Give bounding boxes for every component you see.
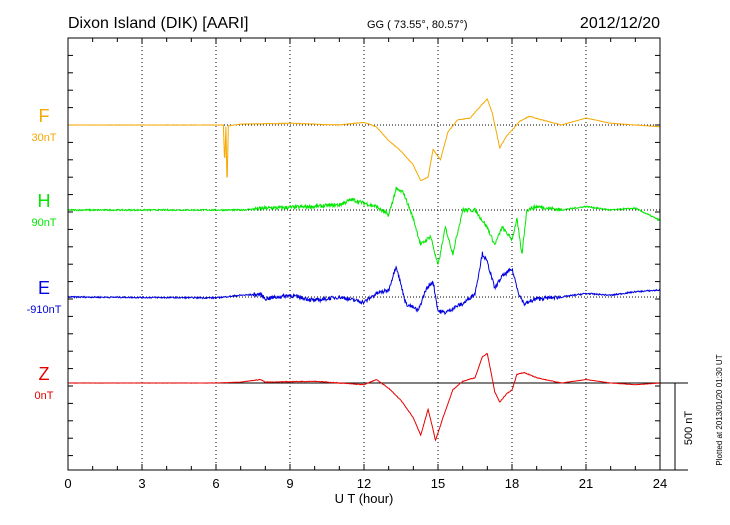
- x-tick-label: 21: [579, 476, 593, 491]
- x-axis-label: U T (hour): [335, 491, 394, 506]
- x-tick-label: 3: [138, 476, 145, 491]
- chart-title: Dixon Island (DIK) [AARI]: [68, 15, 249, 32]
- x-tick-label: 15: [431, 476, 445, 491]
- chart-date: 2012/12/20: [580, 15, 660, 32]
- series-labels: F 30nT H 90nT E -910nT Z 0nT: [27, 106, 62, 402]
- plot-frame: [67, 37, 661, 471]
- offset-label-Z: 0nT: [35, 390, 54, 402]
- x-tick-label: 6: [212, 476, 219, 491]
- grid: [67, 38, 661, 470]
- traces: [67, 98, 661, 442]
- x-tick-label: 18: [505, 476, 519, 491]
- trace-H: [67, 186, 661, 265]
- series-label-F: F: [39, 106, 50, 126]
- series-label-Z: Z: [39, 364, 50, 384]
- x-tick-label: 9: [286, 476, 293, 491]
- series-label-H: H: [38, 191, 51, 211]
- series-label-E: E: [38, 278, 50, 298]
- trace-F: [67, 98, 660, 182]
- scale-bar-label: 500 nT: [683, 411, 695, 446]
- offset-label-H: 90nT: [31, 217, 56, 229]
- trace-Z: [67, 353, 661, 442]
- trace-E: [67, 251, 661, 315]
- offset-label-E: -910nT: [27, 304, 62, 316]
- x-tick-label: 0: [64, 476, 71, 491]
- offset-label-F: 30nT: [31, 132, 56, 144]
- chart-subtitle: GG ( 73.55°, 80.57°): [367, 19, 468, 31]
- x-tick-label: 24: [653, 476, 667, 491]
- plotted-at-footer: Plotted at 2013/01/20 01:30 UT: [715, 354, 724, 465]
- x-tick-label: 12: [357, 476, 371, 491]
- x-tick-labels: 0 3 6 9 12 15 18 21 24: [64, 476, 667, 491]
